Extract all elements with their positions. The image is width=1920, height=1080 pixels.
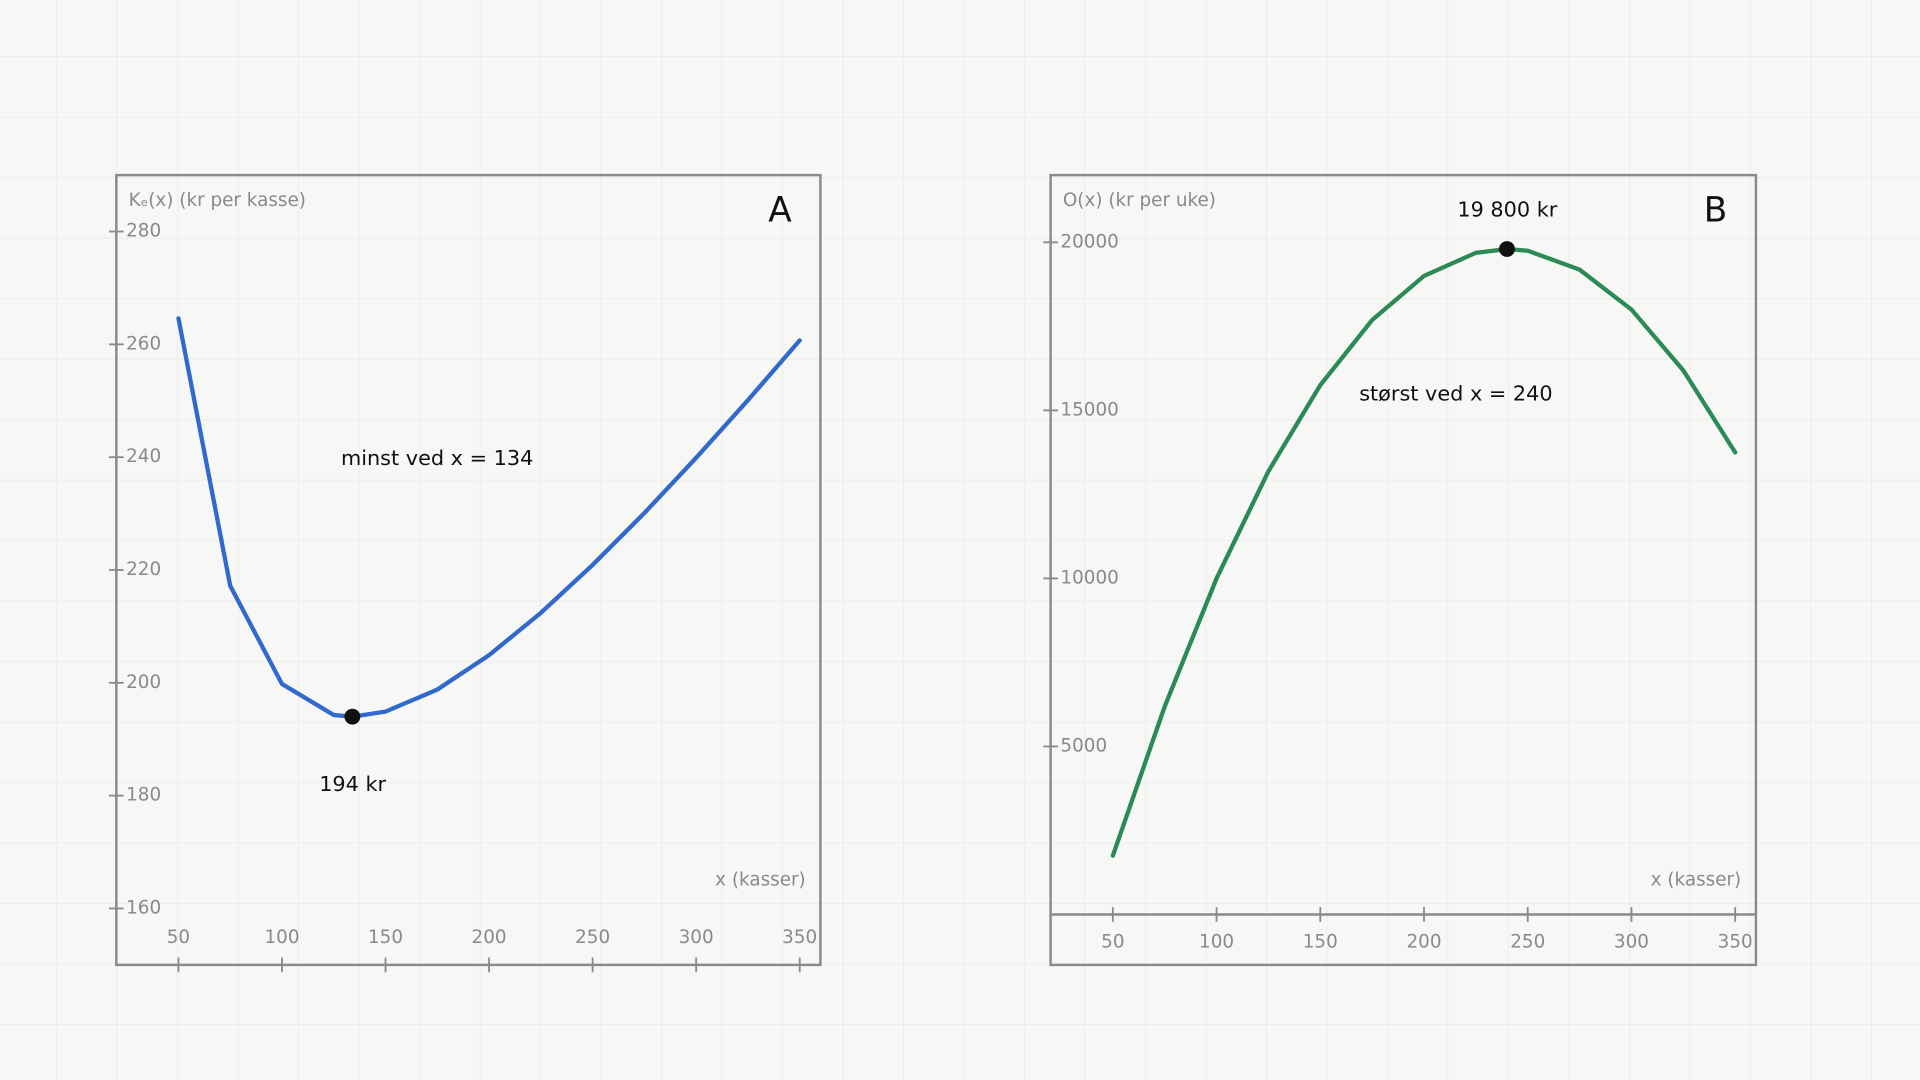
highlight-point — [344, 708, 361, 725]
x-tick-label: 300 — [679, 927, 714, 948]
highlight-point — [1499, 241, 1515, 257]
annotation: størst ved x = 240 — [1359, 381, 1552, 405]
y-tick-label: 200 — [126, 672, 161, 693]
y-tick-label: 280 — [126, 221, 161, 242]
x-tick-label: 250 — [1510, 932, 1545, 953]
x-tick-label: 100 — [1199, 932, 1234, 953]
x-tick-label: 350 — [782, 927, 817, 948]
x-tick-label: 350 — [1718, 932, 1753, 953]
y-tick-label: 5000 — [1060, 735, 1107, 756]
y-axis-label: Kₑ(x) (kr per kasse) — [129, 190, 306, 211]
y-tick-label: 20000 — [1060, 231, 1118, 252]
y-tick-label: 15000 — [1060, 399, 1118, 420]
y-axis-label: O(x) (kr per uke) — [1063, 190, 1216, 211]
x-tick-label: 50 — [1101, 932, 1124, 953]
y-tick-label: 220 — [126, 559, 161, 580]
panel-label: B — [1704, 190, 1728, 230]
annotation: 19 800 kr — [1457, 198, 1557, 222]
y-tick-label: 180 — [126, 785, 161, 806]
curve — [176, 316, 802, 719]
x-tick-label: 200 — [1406, 932, 1441, 953]
x-tick-label: 250 — [575, 927, 610, 948]
x-tick-label: 200 — [472, 927, 507, 948]
annotation: minst ved x = 134 — [341, 446, 533, 470]
x-tick-label: 150 — [1303, 932, 1338, 953]
x-axis-label: x (kasser) — [715, 869, 806, 890]
panel-label: A — [768, 190, 792, 230]
x-tick-label: 100 — [264, 927, 299, 948]
x-axis-label: x (kasser) — [1651, 869, 1742, 890]
plot-frame — [1049, 173, 1758, 967]
annotation: 194 kr — [319, 772, 386, 796]
y-tick-label: 260 — [126, 333, 161, 354]
y-tick-label: 240 — [126, 446, 161, 467]
x-tick-label: 50 — [167, 927, 190, 948]
y-tick-label: 160 — [126, 897, 161, 918]
curve — [1110, 246, 1738, 858]
x-tick-label: 300 — [1614, 932, 1649, 953]
x-tick-label: 150 — [368, 927, 403, 948]
y-tick-label: 10000 — [1060, 567, 1118, 588]
